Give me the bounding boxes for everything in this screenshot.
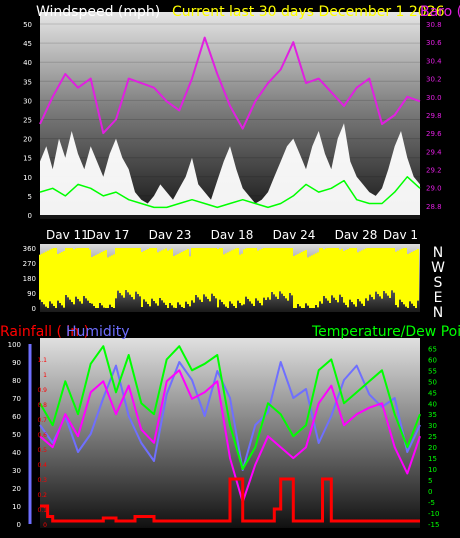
compass-label: S	[434, 275, 443, 291]
baro-tick-label: 29.6	[426, 130, 442, 138]
baro-tick-label: 30.0	[426, 94, 442, 102]
wind-tick-label: 5	[28, 193, 32, 201]
date-label: Dav 23	[149, 228, 192, 242]
temperature-tick-label: 45	[428, 389, 437, 397]
humidity-tick-label: 0	[17, 521, 21, 529]
temperature-tick-label: 0	[428, 488, 432, 496]
rain-tick-label: 0.3	[37, 477, 47, 484]
wind-tick-label: 50	[23, 21, 32, 29]
compass-label: N	[433, 305, 443, 321]
rain-tick-label: 0.2	[37, 492, 47, 499]
temperature-tick-label: 40	[428, 400, 437, 408]
temperature-tick-label: 10	[428, 466, 437, 474]
baro-tick-label: 29.8	[426, 112, 442, 120]
humidity-title: Humidity	[66, 324, 129, 340]
temperature-tick-label: -5	[428, 499, 435, 507]
temperature-tick-label: 30	[428, 422, 437, 430]
wind-tick-label: 40	[23, 59, 32, 67]
rain-tick-label: 0.5	[37, 447, 47, 454]
baro-tick-label: 30.6	[426, 39, 442, 47]
temperature-tick-label: -15	[428, 521, 439, 529]
temperature-line	[39, 345, 421, 471]
temperature-tick-label: 65	[428, 345, 437, 353]
wind-tick-label: 45	[23, 40, 32, 48]
chart-title: Current last 30 days December 1 2026	[172, 4, 445, 20]
baro-line	[39, 36, 421, 135]
temperature-tick-label: 20	[428, 444, 437, 452]
compass-label: W	[431, 260, 445, 276]
wind-tick-label: 35	[23, 78, 32, 86]
temperature-tick-label: 60	[428, 356, 437, 364]
direction-tick-label: 0	[32, 305, 36, 313]
windspeed-area	[40, 123, 420, 215]
temperature-tick-label: 55	[428, 367, 437, 375]
baro-tick-label: 30.2	[426, 76, 442, 84]
rain-tick-label: 1	[43, 372, 47, 379]
temperature-tick-label: -10	[428, 510, 439, 518]
date-label: Dav 24	[273, 228, 316, 242]
date-label: Dav 11	[46, 228, 89, 242]
rain-tick-label: 0.9	[37, 387, 47, 394]
wind-tick-label: 20	[23, 136, 32, 144]
wind-tick-label: 30	[23, 97, 32, 105]
baro-tick-label: 29.0	[426, 185, 442, 193]
humidity-tick-label: 10	[12, 503, 21, 511]
humidity-tick-label: 100	[8, 341, 21, 349]
rainfall-line	[40, 477, 420, 523]
wind-tick-label: 25	[23, 117, 32, 125]
humidity-tick-label: 90	[12, 359, 21, 367]
humidity-tick-label: 20	[12, 485, 21, 493]
windspeed-title: Windspeed (mph)	[36, 4, 160, 20]
temperature-tick-label: 5	[428, 477, 432, 485]
direction-tick-label: 360	[23, 245, 36, 253]
rain-tick-label: 0.1	[37, 507, 47, 514]
rain-tick-label: 0.6	[37, 432, 47, 439]
date-label: Dav 28	[335, 228, 378, 242]
wind-tick-label: 15	[23, 155, 32, 163]
baro-tick-label: 28.8	[426, 203, 442, 211]
dewpoint-line	[39, 369, 421, 503]
baro-tick-label: 30.4	[426, 57, 442, 65]
rain-tick-label: 0.7	[37, 417, 47, 424]
baro-tick-label: 29.2	[426, 167, 442, 175]
gust-line	[39, 176, 421, 209]
temperature-tick-label: 25	[428, 433, 437, 441]
humidity-tick-label: 80	[12, 377, 21, 385]
compass-label: E	[434, 290, 443, 306]
rain-tick-label: 1.1	[37, 357, 47, 364]
rain-tick-label: 0.8	[37, 402, 47, 409]
baro-title: Baro (inHg)	[420, 4, 460, 20]
humidity-tick-label: 30	[12, 467, 21, 475]
humidity-tick-label: 50	[12, 431, 21, 439]
rain-tick-label: 0.4	[37, 462, 47, 469]
compass-label: N	[433, 245, 443, 261]
humidity-tick-label: 70	[12, 395, 21, 403]
direction-tick-label: 90	[27, 290, 36, 298]
temperature-title: Temperature/Dew Point (F)	[311, 324, 460, 340]
baro-tick-label: 30.8	[426, 21, 442, 29]
temperature-tick-label: 50	[428, 378, 437, 386]
humidity-tick-label: 60	[12, 413, 21, 421]
rainfall-title: Rainfall ( in )	[0, 324, 89, 340]
humidity-line	[39, 361, 421, 471]
direction-tick-label: 270	[23, 260, 36, 268]
rain-tick-label: 0	[43, 522, 47, 529]
wind-tick-label: 0	[28, 212, 32, 220]
wind-tick-label: 10	[23, 174, 32, 182]
direction-tick-label: 180	[23, 275, 36, 283]
humidity-tick-label: 40	[12, 449, 21, 457]
date-label: Dav 17	[87, 228, 130, 242]
baro-tick-label: 29.4	[426, 148, 442, 156]
date-label: Dav 1	[383, 228, 418, 242]
date-label: Dav 18	[211, 228, 254, 242]
temperature-tick-label: 35	[428, 411, 437, 419]
temperature-tick-label: 15	[428, 455, 437, 463]
